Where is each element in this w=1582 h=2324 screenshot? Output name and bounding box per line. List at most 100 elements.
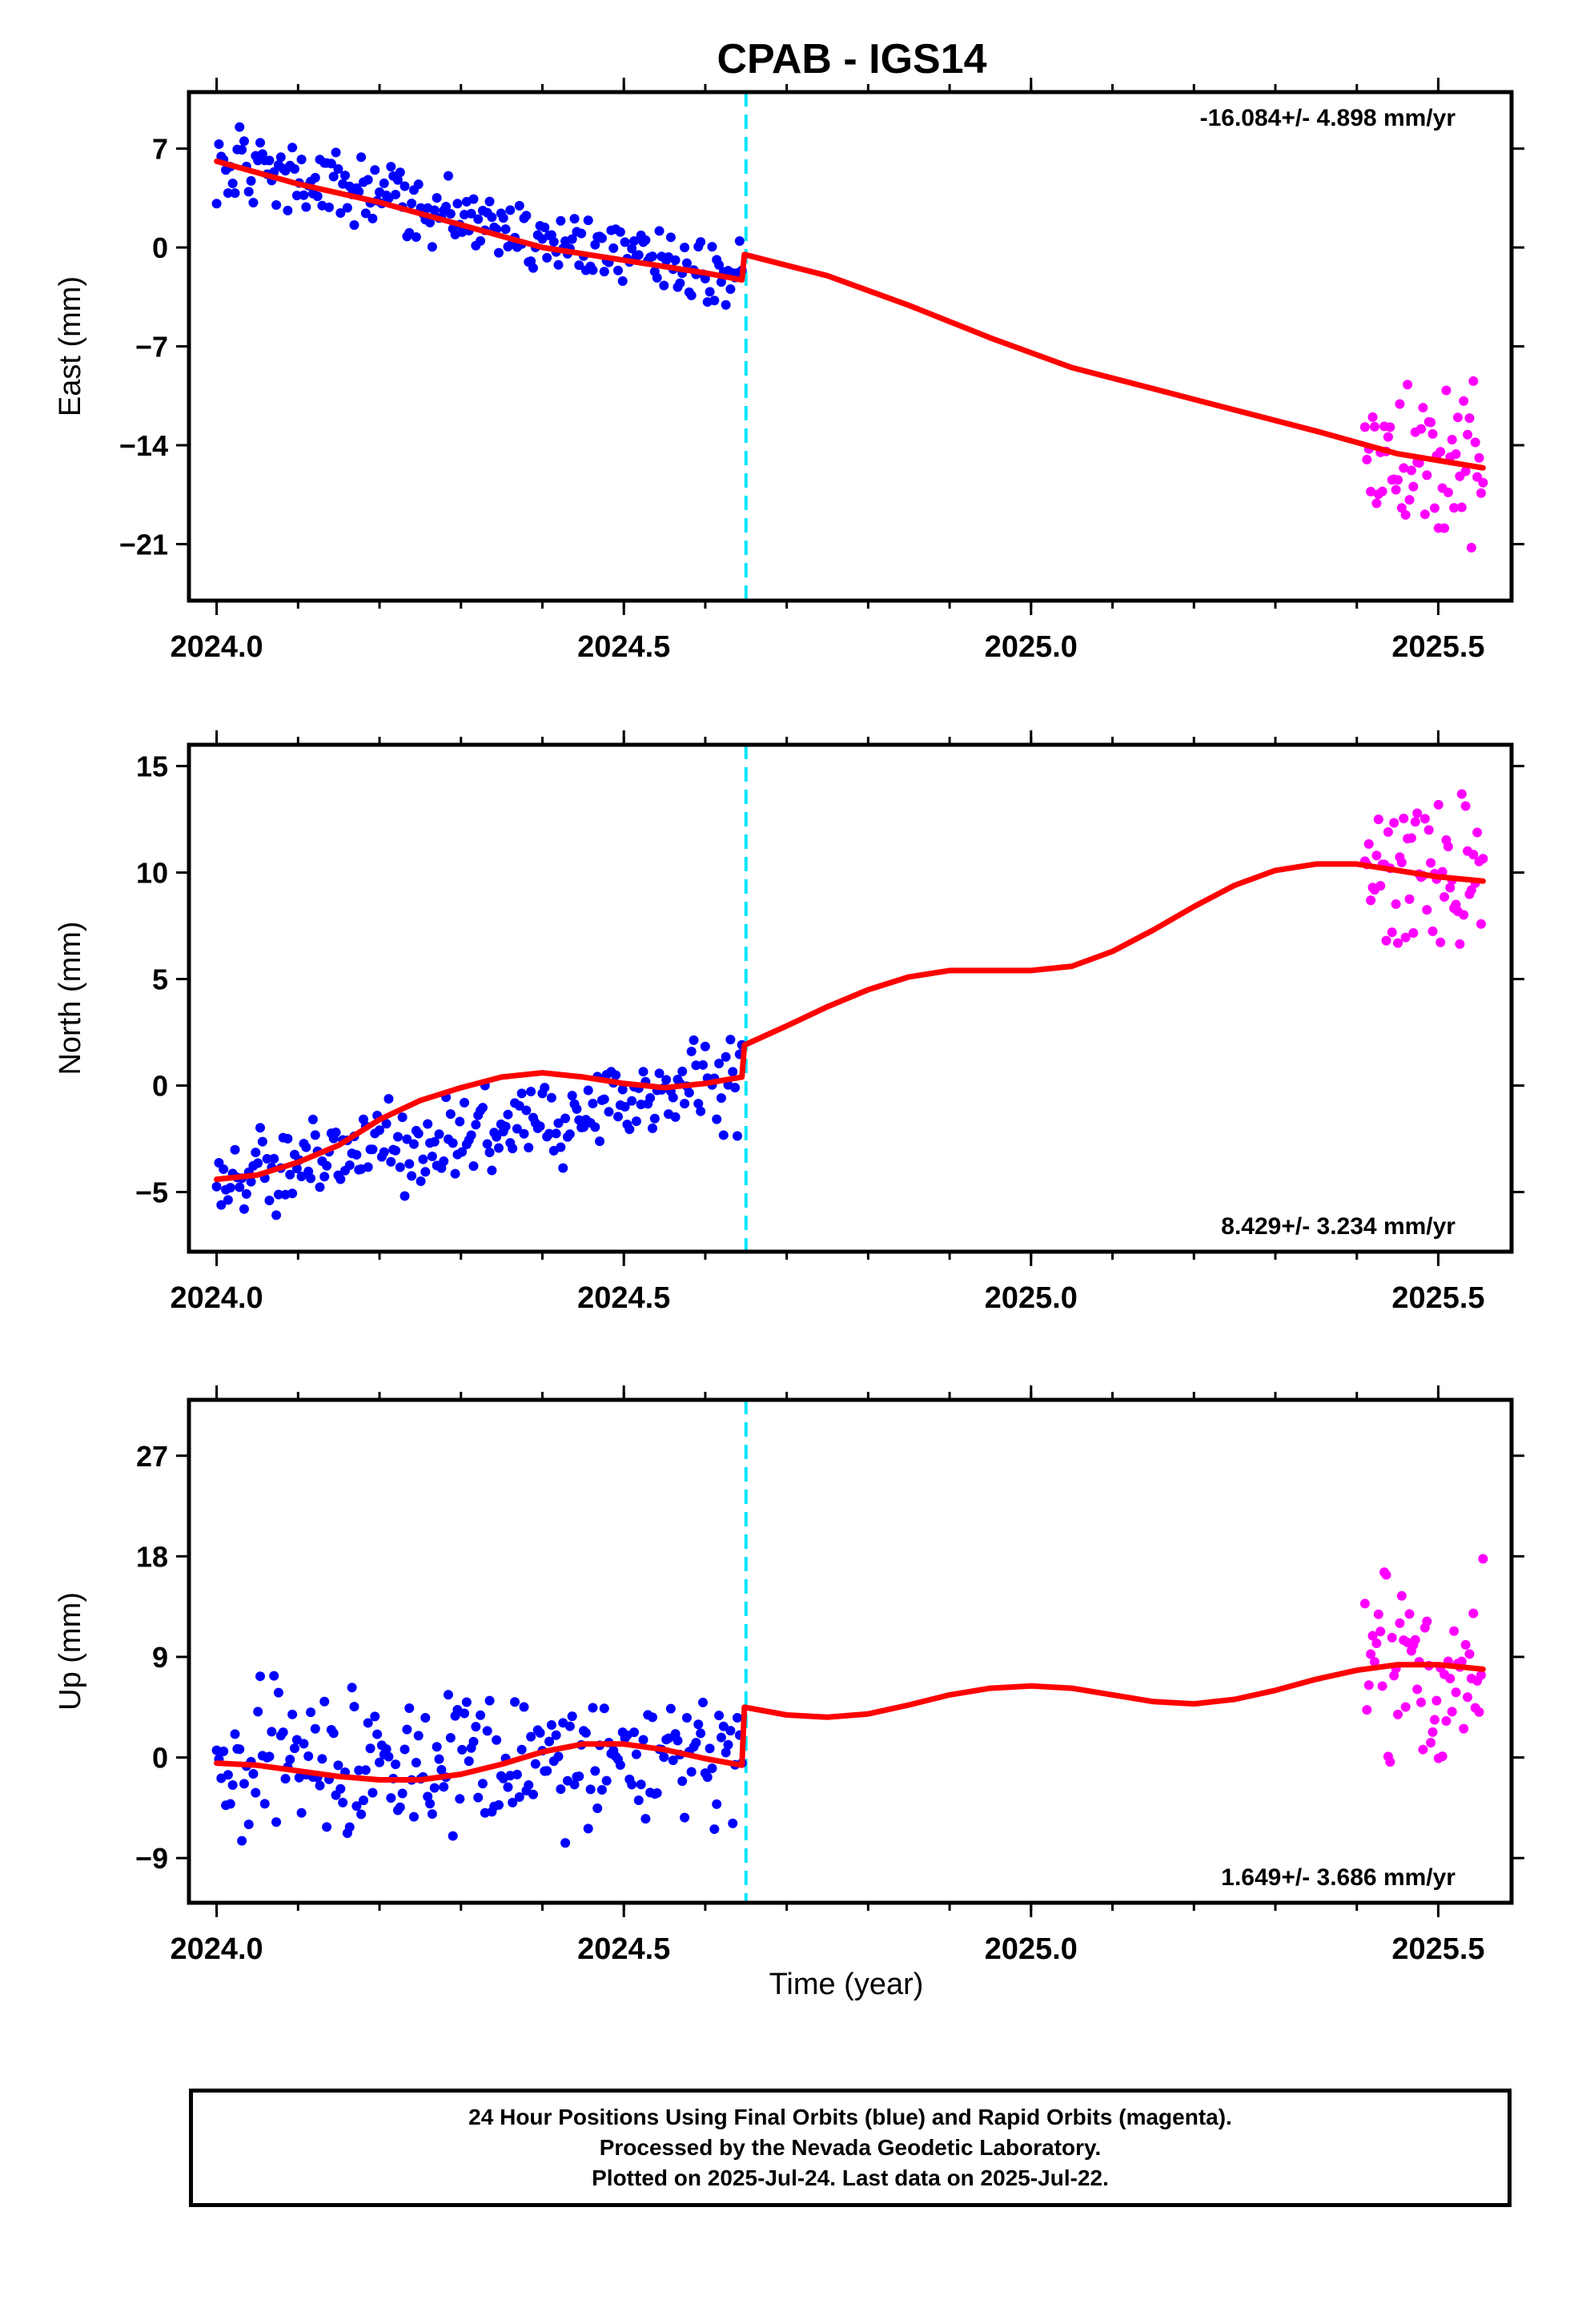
north-frame <box>187 742 1514 1254</box>
up-final-point <box>436 1765 447 1775</box>
north-final-point <box>661 1075 672 1085</box>
east-rapid-point <box>1443 487 1453 497</box>
north-final-point <box>466 1130 476 1140</box>
up-final-point <box>599 1703 609 1714</box>
east-final-point <box>574 260 584 271</box>
east-final-point <box>583 215 593 226</box>
up-final-point <box>526 1731 536 1742</box>
up-final-point <box>344 1822 355 1832</box>
north-rapid-point <box>1423 825 1434 835</box>
north-final-point <box>381 1119 391 1129</box>
north-rapid-point <box>1445 883 1456 893</box>
north-ytick-label: −5 <box>135 1176 168 1209</box>
up-ytick-label: 27 <box>136 1440 168 1473</box>
east-rapid-point <box>1395 399 1405 409</box>
north-final-point <box>257 1136 267 1147</box>
east-rapid-point <box>1371 498 1382 509</box>
east-final-point <box>514 200 524 211</box>
north-final-point <box>546 1092 556 1103</box>
north-final-point <box>686 1046 697 1056</box>
east-final-point <box>505 205 516 215</box>
north-final-point <box>386 1156 396 1167</box>
east-rapid-point <box>1385 422 1395 432</box>
north-final-point <box>283 1133 293 1144</box>
east-rapid-point <box>1391 485 1401 495</box>
north-final-point <box>420 1167 431 1177</box>
up-final-point <box>633 1795 644 1805</box>
east-ytick-label: −14 <box>119 429 168 462</box>
north-model-curve <box>214 861 1486 1183</box>
north-final-point <box>689 1035 699 1045</box>
east-rapid-point <box>1406 465 1416 476</box>
north-xtick-label: 2025.0 <box>985 1281 1078 1315</box>
north-final-point <box>494 1143 504 1153</box>
east-final-point <box>647 251 657 262</box>
east-final-point <box>386 162 396 172</box>
up-final-point <box>585 1784 596 1795</box>
north-final-point <box>383 1094 394 1104</box>
up-rapid-point <box>1460 1639 1471 1650</box>
up-final-point <box>381 1744 391 1755</box>
footer-line-3: Plotted on 2025-Jul-24. Last data on 202… <box>592 2165 1109 2190</box>
east-rapid-point <box>1416 424 1427 434</box>
east-final-point <box>379 178 389 188</box>
up-final-point <box>673 1735 683 1746</box>
up-final-point <box>443 1690 453 1700</box>
up-axis-title: Up (mm) <box>54 1592 87 1711</box>
north-final-point <box>670 1112 681 1122</box>
up-rapid-point <box>1478 1554 1488 1564</box>
north-final-point <box>725 1035 736 1045</box>
up-final-point <box>278 1727 288 1738</box>
up-final-point <box>705 1743 715 1754</box>
up-final-point <box>457 1744 468 1755</box>
up-final-point <box>556 1784 566 1795</box>
east-final-point <box>696 237 706 247</box>
north-final-point <box>407 1171 417 1181</box>
up-rapid-point <box>1362 1705 1372 1715</box>
up-final-point <box>482 1726 492 1736</box>
north-final-point <box>649 1113 660 1124</box>
up-final-point <box>391 1759 401 1770</box>
north-final-point <box>211 1181 222 1192</box>
north-final-point <box>262 1154 272 1164</box>
east-final-point <box>707 242 717 252</box>
up-rapid-point <box>1426 1738 1436 1748</box>
up-final-point <box>413 1731 424 1741</box>
east-final-point <box>227 179 238 189</box>
up-rapid-point <box>1431 1695 1442 1706</box>
up-final-point <box>723 1739 733 1750</box>
up-xtick-label: 2025.0 <box>985 1932 1078 1966</box>
up-final-point <box>402 1724 412 1735</box>
up-rapid-point <box>1404 1609 1415 1619</box>
up-final-point <box>425 1799 436 1809</box>
east-final-point <box>548 237 559 247</box>
north-rapid-point <box>1433 799 1443 810</box>
east-final-point <box>473 214 484 224</box>
north-final-point <box>647 1123 657 1133</box>
up-final-point <box>411 1757 421 1767</box>
north-final-point <box>397 1112 408 1123</box>
up-rapid-point <box>1366 1649 1376 1659</box>
east-ytick-label: −7 <box>135 331 168 364</box>
east-final-point <box>427 242 437 252</box>
north-final-point <box>455 1116 465 1127</box>
north-final-point <box>691 1060 701 1071</box>
east-final-point <box>312 191 323 202</box>
north-final-point <box>718 1130 729 1140</box>
up-final-point <box>551 1730 561 1740</box>
north-final-point <box>344 1160 355 1170</box>
east-rapid-point <box>1362 454 1372 464</box>
east-final-point <box>665 232 676 243</box>
east-final-point <box>290 164 300 175</box>
north-rapid-point <box>1375 881 1386 891</box>
up-rapid-point <box>1367 1630 1378 1641</box>
up-rapid-point <box>1369 1657 1379 1667</box>
east-rapid-point <box>1383 432 1393 442</box>
east-final-point <box>283 205 293 215</box>
east-rapid-point <box>1427 428 1438 439</box>
east-final-point <box>542 252 552 263</box>
up-rapid-point <box>1447 1707 1457 1717</box>
east-xtick-label: 2025.5 <box>1391 630 1484 664</box>
east-panel: 7 0 −7 −14 −21 2024.0 2024.5 2025.0 2025.5 East (… <box>54 78 1524 664</box>
north-final-point <box>512 1124 522 1134</box>
